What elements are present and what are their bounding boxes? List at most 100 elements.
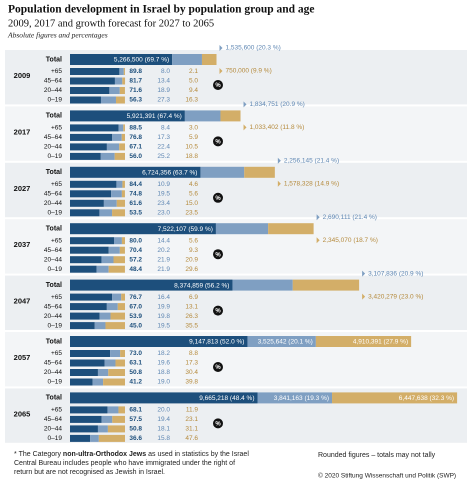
age-value-label: 10.9	[157, 181, 170, 188]
total-label: Total	[46, 113, 62, 120]
age-bar-segment	[101, 415, 113, 423]
percent-badge-label: %	[215, 83, 221, 89]
age-label: 0–19	[48, 435, 63, 442]
age-value-label: 68.1	[129, 407, 142, 414]
age-bar-segment	[112, 133, 122, 141]
age-bar-segment	[116, 199, 125, 207]
total-value-label: 750,000 (9.9 %)	[226, 68, 272, 75]
total-value-label: 3,525,642 (20.1 %)	[258, 339, 313, 346]
total-label: Total	[46, 338, 62, 345]
total-label: Total	[46, 56, 62, 63]
age-value-label: 16.4	[157, 294, 170, 301]
age-bar-segment	[108, 369, 125, 376]
age-bar-segment	[122, 180, 125, 188]
age-label: 20–44	[44, 313, 62, 320]
total-value-label: 4,910,391 (27.9 %)	[353, 339, 408, 346]
age-value-label: 8.4	[161, 125, 170, 132]
age-value-label: 19.8	[157, 313, 170, 320]
total-value-label: 8,374,859 (56.2 %)	[174, 282, 229, 289]
age-value-label: 56.0	[129, 153, 142, 160]
age-bar-segment	[121, 190, 125, 198]
age-value-label: 67.0	[129, 303, 142, 310]
total-value-label: 3,841,163 (19.3 %)	[274, 395, 329, 402]
total-bar-segment	[292, 279, 360, 291]
percent-badge-label: %	[215, 252, 221, 258]
age-label: 45–64	[44, 303, 62, 310]
age-bar-segment	[70, 425, 98, 433]
age-bar-segment	[70, 312, 100, 320]
age-bar-segment	[110, 350, 121, 357]
age-bar-segment	[113, 256, 125, 264]
callout-arrow	[316, 237, 320, 244]
age-bar-segment	[119, 246, 125, 254]
age-bar-segment	[70, 369, 98, 376]
total-label: Total	[46, 226, 62, 233]
age-bar-segment	[118, 124, 124, 132]
age-value-label: 67.1	[129, 144, 142, 151]
age-bar-segment	[70, 68, 120, 75]
age-bar-segment	[123, 124, 125, 132]
age-bar-segment	[101, 256, 114, 264]
age-bar-segment	[70, 293, 113, 301]
age-bar-segment	[103, 199, 117, 207]
age-label: +65	[51, 125, 62, 132]
callout-arrow	[362, 293, 366, 300]
age-label: 0–19	[48, 322, 63, 329]
age-value-label: 11.9	[186, 407, 199, 414]
callout-arrow	[362, 270, 366, 277]
year-label: 2065	[14, 409, 31, 418]
age-label: +65	[51, 237, 62, 244]
age-bar-segment	[70, 359, 105, 367]
percent-badge	[213, 418, 223, 429]
age-label: 45–64	[44, 191, 62, 198]
age-value-label: 80.0	[129, 237, 142, 244]
age-label: 45–64	[44, 360, 62, 367]
age-bar-segment	[70, 246, 109, 254]
age-value-label: 15.0	[185, 200, 198, 207]
age-bar-segment	[121, 293, 125, 301]
age-value-label: 14.4	[157, 237, 170, 244]
total-bar-segment	[244, 166, 275, 178]
age-label: 20–44	[44, 144, 62, 151]
age-value-label: 81.7	[129, 78, 142, 85]
total-label: Total	[46, 282, 62, 289]
percent-badge-label: %	[215, 421, 221, 427]
total-value-label: 3,420,279 (23.0 %)	[368, 293, 423, 300]
callout-arrow	[277, 180, 281, 187]
age-value-label: 27.3	[157, 97, 170, 104]
callout-arrow	[243, 124, 247, 131]
age-value-label: 8.0	[161, 68, 170, 75]
age-value-label: 48.4	[129, 266, 142, 273]
age-bar-segment	[116, 180, 123, 188]
total-bar-segment	[70, 110, 185, 122]
age-bar-segment	[107, 406, 119, 414]
age-bar-segment	[112, 415, 125, 423]
age-bar-segment	[70, 415, 102, 423]
total-bar-segment	[172, 54, 202, 65]
age-value-label: 8.8	[189, 350, 198, 357]
callout-arrow	[316, 214, 320, 221]
total-bar-segment	[70, 54, 173, 65]
age-value-label: 18.1	[157, 426, 170, 433]
total-bar-segment	[70, 279, 233, 291]
age-value-label: 18.8	[157, 369, 170, 376]
percent-badge	[213, 249, 223, 260]
age-bar-segment	[90, 434, 99, 442]
age-bar-segment	[115, 96, 125, 104]
age-value-label: 19.5	[157, 322, 170, 329]
age-bar-segment	[120, 350, 125, 357]
age-bar-segment	[109, 87, 120, 94]
total-bar-segment	[315, 336, 412, 347]
total-value-label: 5,266,500 (69.7 %)	[114, 57, 169, 64]
total-label: Total	[46, 395, 62, 402]
age-bar-segment	[70, 96, 101, 104]
age-value-label: 71.6	[129, 87, 142, 94]
age-bar-segment	[121, 237, 125, 245]
rounding-note: Rounded figures – totals may not tally	[318, 452, 436, 459]
age-value-label: 5.6	[189, 191, 198, 198]
age-bar-segment	[122, 77, 126, 85]
age-bar-segment	[117, 303, 125, 311]
percent-badge	[213, 80, 223, 90]
